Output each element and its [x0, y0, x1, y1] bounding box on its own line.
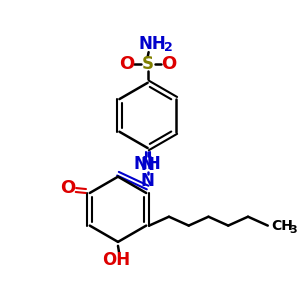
Text: CH: CH [272, 219, 294, 232]
Text: OH: OH [102, 251, 130, 269]
Text: O: O [60, 179, 76, 197]
Text: O: O [161, 55, 176, 73]
Text: N: N [141, 172, 154, 190]
Text: N: N [141, 156, 154, 174]
Text: 2: 2 [164, 41, 173, 54]
Text: O: O [119, 55, 134, 73]
Text: NH: NH [134, 155, 161, 173]
Text: S: S [142, 55, 154, 73]
Text: NH: NH [139, 35, 166, 53]
Text: 3: 3 [290, 224, 297, 235]
